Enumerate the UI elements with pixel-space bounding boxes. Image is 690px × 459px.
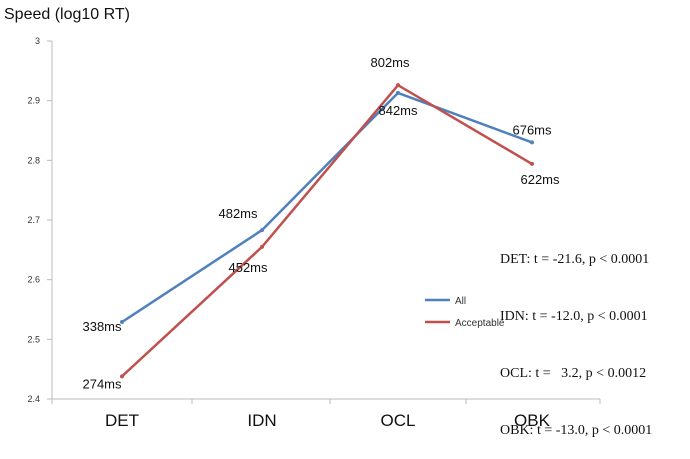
data-point-acceptable [120,374,124,379]
data-point-acceptable [260,244,264,249]
data-label-all-idn: 482ms [218,206,258,221]
data-point-all [396,90,400,95]
series-line-acceptable [121,83,533,378]
y-tick-label: 2.9 [27,96,40,106]
series-line-all [121,91,533,324]
data-point-acceptable [530,161,534,166]
line-chart: 2.4 2.5 2.6 2.7 2.8 2.9 3 DET IDN OCL OBK 338ms 482… [27,36,601,430]
x-tick-label-det: DET [105,411,139,430]
y-axis-title: Speed (log10 RT) [4,6,130,23]
data-label-all-det: 338ms [82,319,122,334]
data-point-acceptable [396,83,400,88]
data-label-acceptable-obk: 622ms [520,172,560,187]
data-point-all [530,140,534,145]
data-label-acceptable-ocl: 802ms [370,55,410,70]
y-tick-label: 3 [35,36,40,46]
x-tick-label-idn: IDN [247,411,276,430]
y-tick-label: 2.8 [27,155,40,165]
t-test-statistics: DET: t = -21.6, p < 0.0001 IDN: t = -12.… [500,212,652,459]
y-tick-label: 2.7 [27,215,40,225]
y-tick-label: 2.6 [27,275,40,285]
x-tick-label-obk: OBK [514,411,551,430]
y-tick-label: 2.4 [27,394,40,404]
y-tick-label: 2.5 [27,334,40,344]
legend-label-all: All [455,296,466,307]
data-point-all [120,320,124,325]
stat-line-idn: IDN: t = -12.0, p < 0.0001 [500,309,648,324]
stat-line-obk: OBK: t = -13.0, p < 0.0001 [500,423,653,438]
stat-line-det: DET: t = -21.6, p < 0.0001 [500,252,650,267]
data-label-acceptable-det: 274ms [82,376,122,391]
stat-line-ocl: OCL: t = 3.2, p < 0.0012 [500,366,647,381]
legend-label-acceptable: Acceptable [455,318,505,329]
data-label-all-ocl: 842ms [378,103,418,118]
x-tick-label-ocl: OCL [381,411,416,430]
data-point-all [260,228,264,233]
data-label-acceptable-idn: 452ms [228,260,268,275]
data-label-all-obk: 676ms [512,122,552,137]
